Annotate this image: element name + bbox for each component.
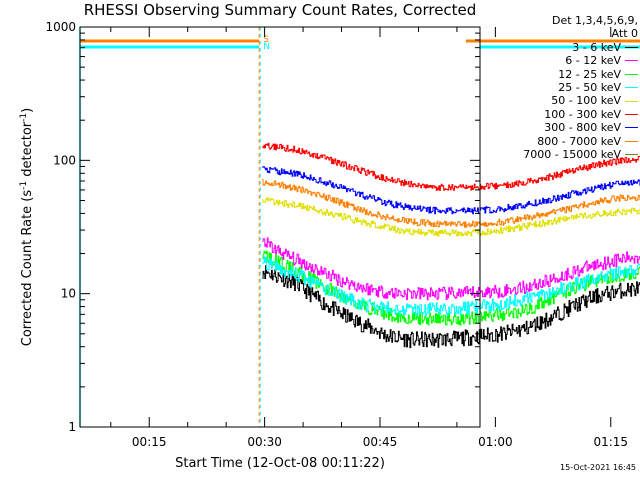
legend-label: 800 - 7000 keV [537,134,621,148]
legend-swatch [625,73,638,75]
x-axis-label: Start Time (12-Oct-08 00:11:22) [175,456,385,471]
legend-label: 25 - 50 keV [558,81,621,95]
y-axis-label: Corrected Count Rate (s-1 detector-1) [19,108,35,346]
legend-entry: 800 - 7000 keV [478,135,638,148]
series-line-3-6-kev [262,265,640,349]
x-tick-label: 01:00 [478,435,513,449]
axis-ticks [80,26,612,428]
y-tick-label: 1 [68,420,76,434]
series-line-100-300-kev [262,142,640,191]
legend-label: 12 - 25 keV [558,67,621,81]
legend-label: 6 - 12 keV [565,54,621,68]
chart-title: RHESSI Observing Summary Count Rates, Co… [84,1,477,19]
y-axis-label-prefix: Corrected Count Rate (s [20,190,35,347]
legend-entry: 50 - 100 keV [478,94,638,107]
legend-swatch [625,60,638,62]
x-tick-label: 00:15 [132,435,167,449]
plot-series [262,142,640,349]
legend-entry: 25 - 50 keV [478,81,638,94]
legend-entry: 6 - 12 keV [478,54,638,67]
legend-swatch [625,100,638,102]
legend-swatch [625,154,638,156]
series-line-6-12-kev [262,237,640,301]
legend-entry: 12 - 25 keV [478,68,638,81]
legend-swatch [625,140,638,142]
plot-frame [79,26,481,428]
y-tick-label: 10 [61,287,76,301]
y-axis-label-sup2: -1 [19,113,29,122]
x-tick-label: 00:45 [363,435,398,449]
y-tick-labels: 1 10 100 1000 [45,20,76,434]
legend-swatch [625,87,638,89]
series-line-300-800-kev [262,166,640,215]
x-tick-label: 00:30 [247,435,282,449]
y-axis-label-mid: detector [20,121,35,181]
flag-s-label: S [263,35,269,45]
legend-entry: 100 - 300 keV [478,108,638,121]
series-line-50-100-kev [262,197,640,237]
legend-entry: 3 - 6 keV [478,41,638,54]
series-line-25-50-kev [262,256,640,317]
legend-swatch [625,47,638,49]
legend-label: 100 - 300 keV [544,107,621,121]
series-line-800-7000-kev [262,179,640,228]
timestamp: 15-Oct-2021 16:45 [560,463,636,472]
legend-entries: 3 - 6 keV 6 - 12 keV 12 - 25 keV 25 - 50 ke… [478,41,638,162]
x-tick-label: 01:15 [593,435,628,449]
legend-header-detectors: Det 1,3,4,5,6,9, [551,14,638,27]
legend-header-attenuator: Att 0 [611,27,638,41]
y-axis-label-sup1: -1 [19,181,29,190]
legend-label: 7000 - 15000 keV [523,148,621,162]
y-tick-label: 1000 [45,20,76,34]
y-axis-label-suffix: ) [20,108,35,113]
y-tick-label: 100 [53,153,76,167]
legend-entry: 7000 - 15000 keV [478,148,638,161]
legend-label: 3 - 6 keV [572,40,621,54]
legend-swatch [625,114,638,116]
legend-label: 50 - 100 keV [551,94,621,108]
legend-swatch [625,127,638,129]
legend: Det 1,3,4,5,6,9, Att 0 3 - 6 keV 6 - 12 k… [478,14,638,161]
legend-label: 300 - 800 keV [544,121,621,135]
legend-entry: 300 - 800 keV [478,121,638,134]
flag-n-label: N [263,42,270,52]
